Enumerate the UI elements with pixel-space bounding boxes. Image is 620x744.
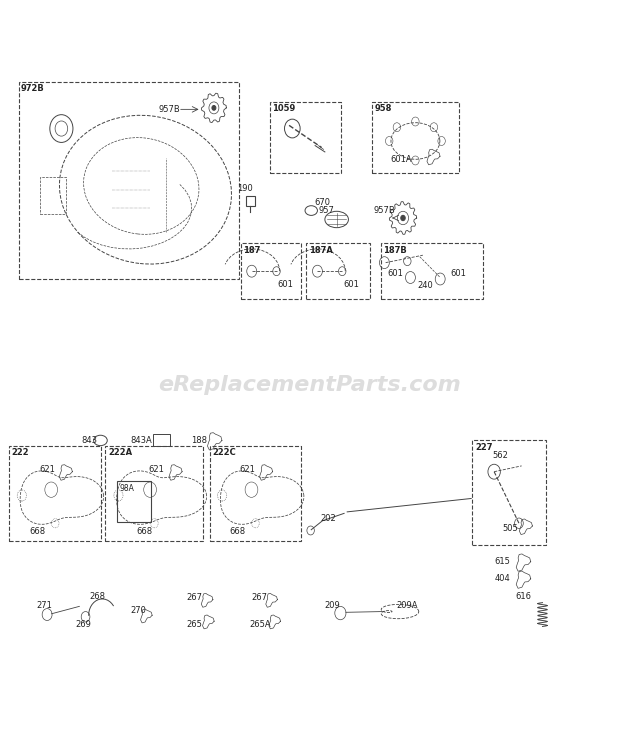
Text: 843A: 843A xyxy=(130,436,152,445)
Text: 188: 188 xyxy=(192,436,208,445)
Text: 187A: 187A xyxy=(309,246,333,254)
Circle shape xyxy=(212,106,216,110)
Text: 98A: 98A xyxy=(119,484,134,493)
Text: 240: 240 xyxy=(418,281,433,290)
Text: 601: 601 xyxy=(278,280,294,289)
Text: 957: 957 xyxy=(318,206,334,215)
Text: 843: 843 xyxy=(82,436,98,445)
Text: eReplacementParts.com: eReplacementParts.com xyxy=(159,375,461,394)
Bar xyxy=(19,82,239,279)
Text: 668: 668 xyxy=(136,527,153,536)
Text: 601: 601 xyxy=(343,280,360,289)
Bar xyxy=(105,446,203,541)
Circle shape xyxy=(401,215,405,221)
Text: 227: 227 xyxy=(475,443,492,452)
Bar xyxy=(241,243,301,299)
Text: 271: 271 xyxy=(36,601,52,610)
Text: 190: 190 xyxy=(237,184,252,193)
Bar xyxy=(40,177,66,214)
Bar xyxy=(270,102,341,173)
Text: 668: 668 xyxy=(29,527,45,536)
Text: 621: 621 xyxy=(149,465,165,474)
Text: 265A: 265A xyxy=(249,620,271,629)
Text: 187B: 187B xyxy=(383,246,407,254)
Text: 267: 267 xyxy=(251,593,267,602)
Bar xyxy=(246,196,255,206)
Bar xyxy=(210,446,301,541)
Text: 187: 187 xyxy=(243,246,260,254)
Text: 222C: 222C xyxy=(212,448,236,457)
Text: 562: 562 xyxy=(492,451,508,460)
Bar xyxy=(372,102,459,173)
Text: 621: 621 xyxy=(239,465,255,474)
Text: 270: 270 xyxy=(131,606,147,615)
Text: 601A: 601A xyxy=(391,155,412,164)
Text: 601: 601 xyxy=(387,269,403,278)
Text: 1059: 1059 xyxy=(272,104,296,113)
Text: 505: 505 xyxy=(502,524,518,533)
Text: 267: 267 xyxy=(187,593,203,602)
Bar xyxy=(306,243,370,299)
Text: 265: 265 xyxy=(187,620,203,629)
Text: 958: 958 xyxy=(374,104,392,113)
Text: 601: 601 xyxy=(450,269,466,278)
Text: 222A: 222A xyxy=(108,448,132,457)
Text: 670: 670 xyxy=(314,198,330,207)
Text: 209A: 209A xyxy=(397,601,419,610)
Text: 202: 202 xyxy=(320,514,335,523)
Bar xyxy=(153,434,170,446)
Text: 268: 268 xyxy=(89,592,105,601)
Text: 404: 404 xyxy=(495,574,510,583)
Text: 957B: 957B xyxy=(158,105,180,114)
Text: 615: 615 xyxy=(495,557,511,566)
Bar xyxy=(9,446,101,541)
Bar xyxy=(117,481,151,522)
Bar xyxy=(472,440,546,545)
Text: 621: 621 xyxy=(39,465,55,474)
Text: 616: 616 xyxy=(516,592,532,601)
Text: 972B: 972B xyxy=(21,84,45,93)
Text: 269: 269 xyxy=(76,620,92,629)
Text: 668: 668 xyxy=(229,527,246,536)
Text: 957B: 957B xyxy=(373,206,395,215)
Text: 209: 209 xyxy=(324,601,340,610)
Bar xyxy=(381,243,483,299)
Text: 222: 222 xyxy=(12,448,29,457)
